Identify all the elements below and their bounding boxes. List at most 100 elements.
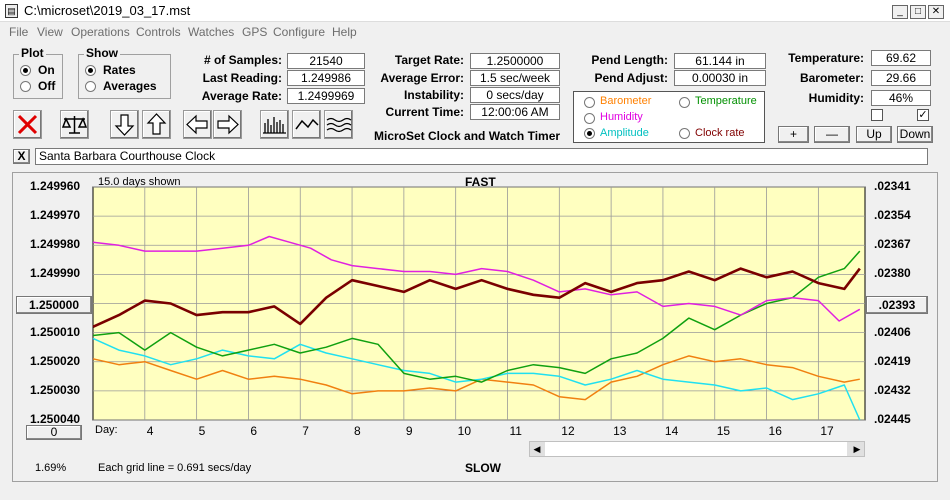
series-clock-rate [92,267,861,328]
temperature-value: 69.62 [871,50,931,66]
pend-adjust-value[interactable]: 0.00030 in [674,70,766,86]
show-averages-radio[interactable] [85,81,96,92]
average-rate-label: Average Rate: [201,89,282,103]
arrow-up-icon [146,113,167,135]
left-axis-tick: 1.250030 [30,382,81,397]
minimize-icon[interactable]: _ [892,5,908,19]
bar-plot-icon [263,117,286,134]
maximize-icon[interactable]: □ [910,5,926,19]
up-arrow-button[interactable] [142,110,171,139]
clear-clock-button[interactable]: X [13,149,30,164]
right-axis-tick: .02341 [874,179,911,193]
menu-gps[interactable]: GPS [242,25,268,39]
right-axis-tick: .02354 [874,208,911,223]
current-time-value: 12:00:06 AM [470,104,560,120]
average-rate-value: 1.2499969 [287,88,365,104]
offset-button[interactable]: 0 [26,425,82,440]
menu-controls[interactable]: Controls [136,25,181,39]
wave-plot-button[interactable] [324,110,353,139]
menu-file[interactable]: File [9,25,29,39]
left-axis-tick: 1.249990 [30,266,81,281]
humidity-radio[interactable] [584,113,595,124]
stop-button[interactable] [13,110,42,139]
target-rate-label: Target Rate: [394,53,464,67]
instability-label: Instability: [403,88,464,102]
down-button[interactable]: Down [897,126,933,143]
menu-operations[interactable]: Operations [71,25,130,39]
amplitude-radio[interactable] [584,128,595,139]
line-plot-icon [295,118,319,130]
wave-plot-icon [326,117,352,133]
left-axis-tick: 1.249960 [30,179,81,193]
bar-plot-button[interactable] [260,110,289,139]
menu-configure[interactable]: Configure [273,25,326,39]
app-icon[interactable]: ▤ [5,4,18,18]
balance-button[interactable] [60,110,89,139]
right-arrow-button[interactable] [213,110,242,139]
arrow-right-icon [217,114,239,135]
pend-length-label: Pend Length: [591,53,668,67]
line-plot-button[interactable] [292,110,321,139]
temperature-radio-label: Temperature [695,95,757,107]
arrow-down-icon [114,114,135,136]
day-tick: 10 [457,424,472,438]
minus-button[interactable]: — [814,126,850,143]
day-tick: 8 [354,424,361,438]
pend-adjust-label: Pend Adjust: [594,71,668,85]
scroll-right-icon[interactable]: ▶ [853,444,861,454]
plot-on-radio[interactable] [20,65,31,76]
last-reading-value: 1.249986 [287,70,365,86]
fast-label: FAST [465,175,496,189]
temperature-label: Temperature: [788,51,864,65]
right-axis-tick: .02432 [874,382,911,397]
humidity-label: Humidity: [808,91,864,105]
day-tick: 5 [198,424,206,438]
right-axis-tick: .02419 [874,353,911,368]
humidity-value: 46% [871,90,931,106]
show-averages-label: Averages [103,79,157,93]
left-checkbox[interactable] [871,109,883,121]
slow-label: SLOW [465,461,501,475]
menu-view[interactable]: View [37,25,63,39]
close-icon[interactable]: ✕ [928,5,944,19]
day-tick: 11 [509,424,522,438]
left-axis-tick: 1.250040 [30,412,81,426]
show-rates-radio[interactable] [85,65,96,76]
show-rates-label: Rates [103,63,136,77]
menu-watches[interactable]: Watches [188,25,235,39]
clock-rate-radio[interactable] [679,128,690,139]
show-group-label: Show [84,46,120,60]
down-arrow-button[interactable] [110,110,139,139]
temperature-radio[interactable] [679,97,690,108]
plot-off-radio[interactable] [20,81,31,92]
pend-length-value[interactable]: 61.144 in [674,53,766,69]
right-checkbox[interactable]: ✓ [917,109,929,121]
balance-scale-icon [61,116,88,134]
center-rate-button[interactable]: 1.250000 [16,296,92,314]
menu-help[interactable]: Help [332,25,357,39]
day-tick: 13 [613,424,627,438]
day-prefix: Day: [95,424,118,436]
barometer-radio-label: Barometer [600,95,652,107]
target-rate-value[interactable]: 1.2500000 [470,53,560,69]
day-tick: 4 [146,424,154,438]
barometer-radio[interactable] [584,97,595,108]
days-shown: 15.0 days shown [98,176,181,188]
left-axis-tick: 1.250010 [30,324,81,339]
up-button[interactable]: Up [856,126,892,143]
center-amplitude-button[interactable]: .02393 [866,296,928,314]
right-axis-tick: .02445 [874,412,911,426]
day-tick: 9 [405,424,413,438]
clock-name-field[interactable]: Santa Barbara Courthouse Clock [35,148,928,165]
left-axis-tick: 1.249970 [30,208,81,223]
series-amplitude [92,337,861,421]
day-tick: 12 [561,424,575,438]
series-lines [92,235,861,421]
left-arrow-button[interactable] [183,110,212,139]
scroll-thumb[interactable] [545,442,847,456]
plus-button[interactable]: + [778,126,809,143]
samples-label: # of Samples: [203,53,282,67]
instability-value: 0 secs/day [470,87,560,103]
stop-x-icon [17,114,38,135]
scroll-left-icon[interactable]: ◀ [533,444,541,454]
